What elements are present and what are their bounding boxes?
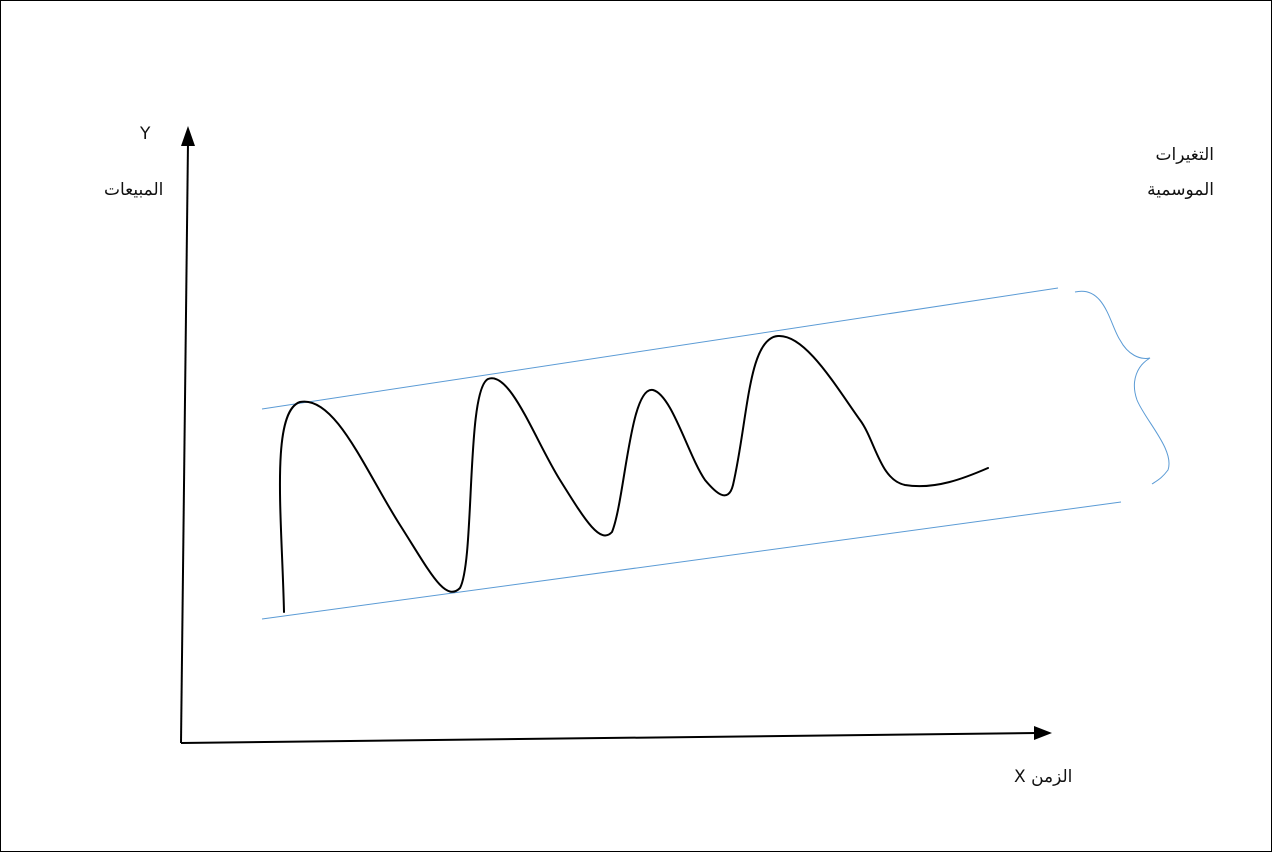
y-axis-arrowhead <box>181 126 195 146</box>
x-axis-arrowhead <box>1034 726 1052 740</box>
seasonal-variation-brace <box>1074 290 1170 485</box>
x-axis-label: X الزمن <box>1014 767 1073 787</box>
seasonal-label-line2: الموسمية <box>1147 180 1214 200</box>
y-axis-letter: Y <box>140 124 151 144</box>
seasonal-label-line1: التغيرات <box>1155 145 1214 165</box>
upper-trend-line <box>261 287 1059 410</box>
x-axis <box>180 732 1038 744</box>
y-axis-label: المبيعات <box>104 180 164 200</box>
seasonal-sales-curve <box>278 334 989 613</box>
lower-trend-line <box>261 501 1122 620</box>
y-axis <box>180 141 189 744</box>
